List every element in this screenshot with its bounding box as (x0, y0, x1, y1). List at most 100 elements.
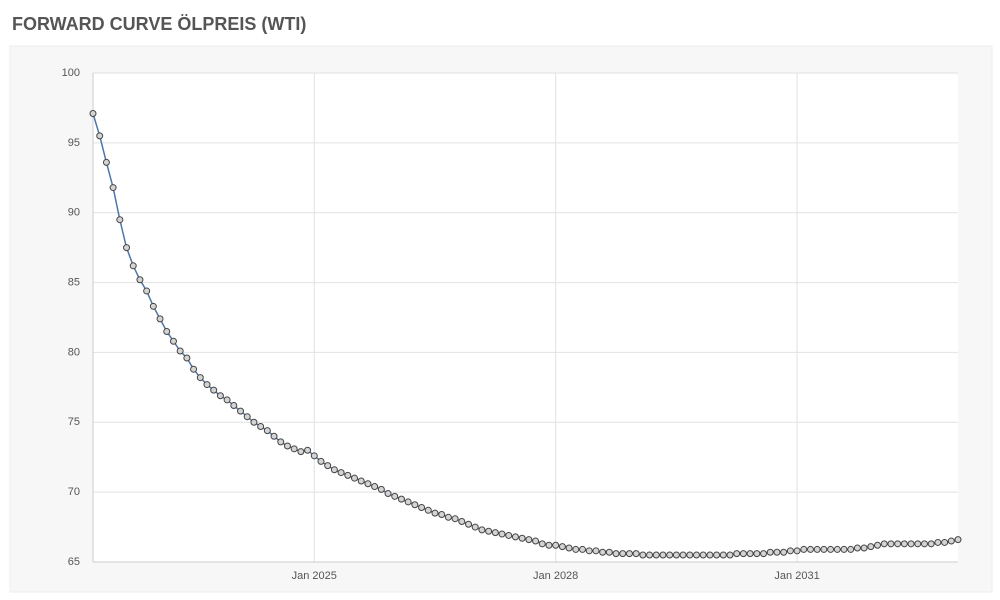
data-point (739, 550, 747, 558)
data-point (874, 541, 882, 549)
data-point (149, 302, 157, 310)
data-point (941, 538, 949, 546)
data-point (330, 466, 338, 474)
x-tick-label: Jan 2031 (774, 570, 819, 582)
data-point (465, 520, 473, 528)
data-point (880, 540, 888, 548)
data-point (679, 551, 687, 559)
data-point (277, 438, 285, 446)
data-point (223, 396, 231, 404)
data-point (351, 474, 359, 482)
plot-area (93, 73, 958, 562)
data-point (156, 315, 164, 323)
data-point (424, 506, 432, 514)
data-point (136, 276, 144, 284)
data-point (203, 381, 211, 389)
data-point (887, 540, 895, 548)
data-point (511, 533, 519, 541)
data-point (324, 462, 332, 470)
data-point (196, 374, 204, 382)
data-point (652, 551, 660, 559)
data-point (766, 548, 774, 556)
data-point (384, 490, 392, 498)
data-point (733, 550, 741, 558)
y-tick-label: 90 (68, 207, 80, 219)
data-point (847, 545, 855, 553)
data-point (753, 550, 761, 558)
data-point (806, 545, 814, 553)
x-tick-label: Jan 2028 (533, 570, 578, 582)
data-point (169, 337, 177, 345)
data-point (404, 498, 412, 506)
data-point (377, 485, 385, 493)
data-point (726, 551, 734, 559)
data-point (840, 545, 848, 553)
data-point (867, 543, 875, 551)
data-point (860, 544, 868, 552)
data-point (216, 392, 224, 400)
data-point (102, 158, 110, 166)
data-point (532, 537, 540, 545)
data-point (659, 551, 667, 559)
data-point (451, 515, 459, 523)
data-point (270, 432, 278, 440)
data-point (478, 526, 486, 534)
data-point (625, 550, 633, 558)
data-point (176, 347, 184, 355)
data-point (297, 448, 305, 456)
x-tick-label: Jan 2025 (292, 570, 337, 582)
data-point (525, 536, 533, 544)
data-point (123, 244, 131, 252)
data-point (310, 452, 318, 460)
data-point (900, 540, 908, 548)
data-point (263, 427, 271, 435)
data-point (639, 551, 647, 559)
data-point (458, 517, 466, 525)
data-point (719, 551, 727, 559)
data-point (572, 545, 580, 553)
data-point (558, 543, 566, 551)
data-point (397, 495, 405, 503)
data-point (773, 548, 781, 556)
data-point (692, 551, 700, 559)
data-point (243, 413, 251, 421)
data-point (290, 445, 298, 453)
data-point (786, 547, 794, 555)
data-point (129, 262, 137, 270)
data-point (578, 545, 586, 553)
data-point (632, 550, 640, 558)
data-point (337, 469, 345, 477)
data-point (230, 402, 238, 410)
data-point (250, 418, 258, 426)
data-point (686, 551, 694, 559)
y-tick-label: 75 (68, 416, 80, 428)
data-point (927, 540, 935, 548)
data-point (746, 550, 754, 558)
y-tick-label: 80 (68, 346, 80, 358)
data-point (646, 551, 654, 559)
data-point (518, 534, 526, 542)
data-point (190, 365, 198, 373)
data-point (666, 551, 674, 559)
data-point (565, 544, 573, 552)
data-point (914, 540, 922, 548)
y-tick-label: 85 (68, 276, 80, 288)
data-point (411, 501, 419, 509)
data-point (163, 327, 171, 335)
data-point (552, 541, 560, 549)
data-point (391, 492, 399, 500)
data-point (418, 504, 426, 512)
data-point (505, 531, 513, 539)
data-point (813, 545, 821, 553)
data-point (780, 548, 788, 556)
data-point (820, 545, 828, 553)
data-point (444, 513, 452, 521)
data-point (612, 550, 620, 558)
data-point (760, 550, 768, 558)
data-point (833, 545, 841, 553)
data-point (438, 510, 446, 518)
y-tick-label: 100 (62, 67, 80, 79)
data-point (109, 184, 117, 192)
data-point (672, 551, 680, 559)
